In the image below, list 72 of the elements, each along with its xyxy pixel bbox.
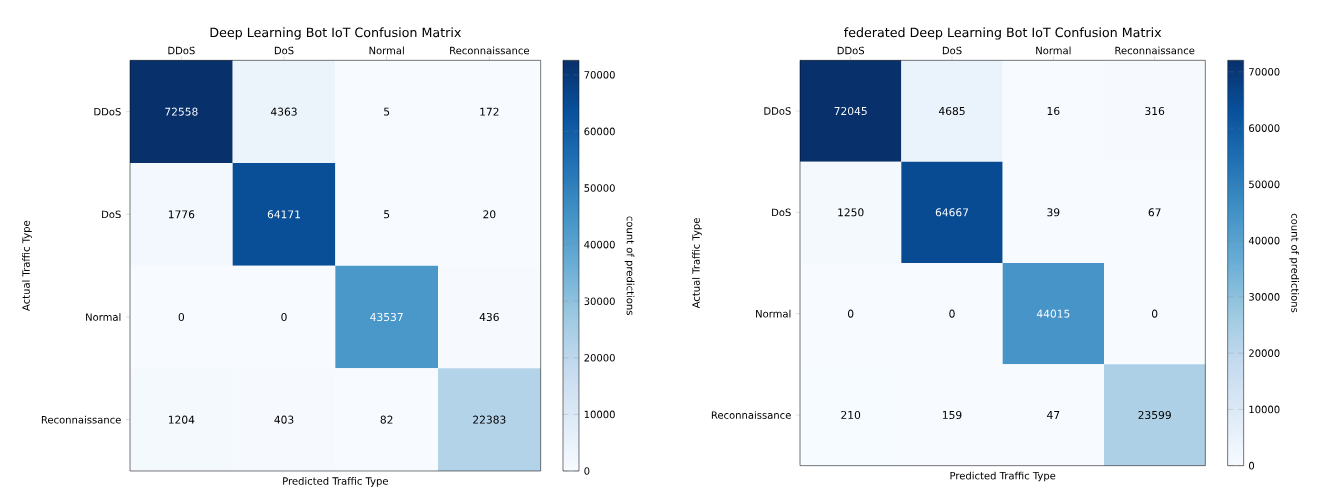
color-bar-label: 50000 xyxy=(584,184,615,192)
color-bar-title: count of predictions xyxy=(624,216,635,315)
data-label: 64667 xyxy=(935,208,969,217)
color-bar-label: 0 xyxy=(584,467,590,475)
data-label: 43537 xyxy=(370,312,403,322)
color-bar-label: 50000 xyxy=(1249,180,1280,189)
data-label: 5 xyxy=(384,210,390,219)
data-label: 1204 xyxy=(168,415,195,424)
x-axis-title: Predicted Traffic Type xyxy=(950,471,1056,482)
data-label: 436 xyxy=(479,312,499,322)
y-tick-label: Reconnaissance xyxy=(711,411,791,419)
x-tick-label: DDoS xyxy=(837,46,865,55)
color-bar-label: 10000 xyxy=(1249,405,1280,414)
data-label: 82 xyxy=(380,415,393,424)
color-bar-label: 10000 xyxy=(584,410,615,419)
color-bar-label: 70000 xyxy=(584,71,615,79)
data-label: 64171 xyxy=(267,210,300,219)
color-bar-label: 40000 xyxy=(1248,236,1280,245)
color-bar-label: 40000 xyxy=(584,240,615,249)
data-label: 22383 xyxy=(473,415,506,424)
data-label: 5 xyxy=(384,107,390,116)
x-tick-label: DoS xyxy=(942,46,962,55)
color-bar-label: 30000 xyxy=(1249,293,1280,301)
y-tick-label: DDoS xyxy=(764,107,791,115)
data-label: 1776 xyxy=(168,210,195,219)
y-tick-label: Reconnaissance xyxy=(41,415,121,424)
data-label: 20 xyxy=(483,210,496,219)
data-label: 0 xyxy=(1151,309,1158,318)
data-label: 316 xyxy=(1145,106,1165,116)
data-label: 4363 xyxy=(270,107,297,116)
color-bar-label: 20000 xyxy=(584,354,615,362)
color-bar-label: 70000 xyxy=(1249,68,1280,76)
data-label: 23599 xyxy=(1138,410,1171,420)
chart-title: Deep Learning Bot IoT Confusion Matrix xyxy=(210,27,461,40)
x-tick-label: Reconnaissance xyxy=(450,46,530,55)
color-bar-label: 60000 xyxy=(1249,124,1280,132)
data-label: 0 xyxy=(281,312,287,322)
color-bar-label: 30000 xyxy=(584,297,615,305)
y-axis-title: Actual Traffic Type xyxy=(692,218,702,309)
data-label: 39 xyxy=(1047,208,1060,217)
data-label: 0 xyxy=(949,309,955,318)
data-label: 16 xyxy=(1047,106,1060,116)
data-label: 172 xyxy=(480,107,499,116)
color-bar-label: 60000 xyxy=(584,127,615,136)
data-label: 4685 xyxy=(938,106,965,116)
y-tick-label: Normal xyxy=(86,313,121,321)
data-label: 0 xyxy=(847,309,854,318)
data-label: 72558 xyxy=(165,107,198,116)
data-label: 0 xyxy=(178,312,185,322)
y-tick-label: DoS xyxy=(772,208,791,217)
chart-title: federated Deep Learning Bot IoT Confusion Matrix xyxy=(844,27,1162,40)
data-label: 72045 xyxy=(834,106,867,116)
x-tick-label: DDoS xyxy=(168,46,195,55)
data-label: 1250 xyxy=(838,208,864,217)
x-tick-label: DoS xyxy=(274,46,294,55)
data-label: 403 xyxy=(274,415,294,424)
data-label: 44015 xyxy=(1036,309,1070,318)
data-label: 210 xyxy=(841,410,861,420)
x-tick-label: Normal xyxy=(1036,46,1071,55)
y-tick-label: Normal xyxy=(756,309,791,318)
color-bar-label: 20000 xyxy=(1249,349,1280,357)
color-bar-title: count of predictions xyxy=(1289,213,1299,313)
data-label: 47 xyxy=(1047,411,1060,419)
color-bar-label: 0 xyxy=(1249,461,1255,470)
x-tick-label: Reconnaissance xyxy=(1115,46,1195,55)
y-axis-title: Actual Traffic Type xyxy=(22,220,32,311)
x-tick-label: Normal xyxy=(369,46,404,55)
x-axis-title: Predicted Traffic Type xyxy=(283,477,388,487)
data-label: 159 xyxy=(942,410,962,420)
y-tick-label: DoS xyxy=(102,210,121,219)
y-tick-label: DDoS xyxy=(94,107,121,116)
data-label: 67 xyxy=(1148,208,1161,217)
